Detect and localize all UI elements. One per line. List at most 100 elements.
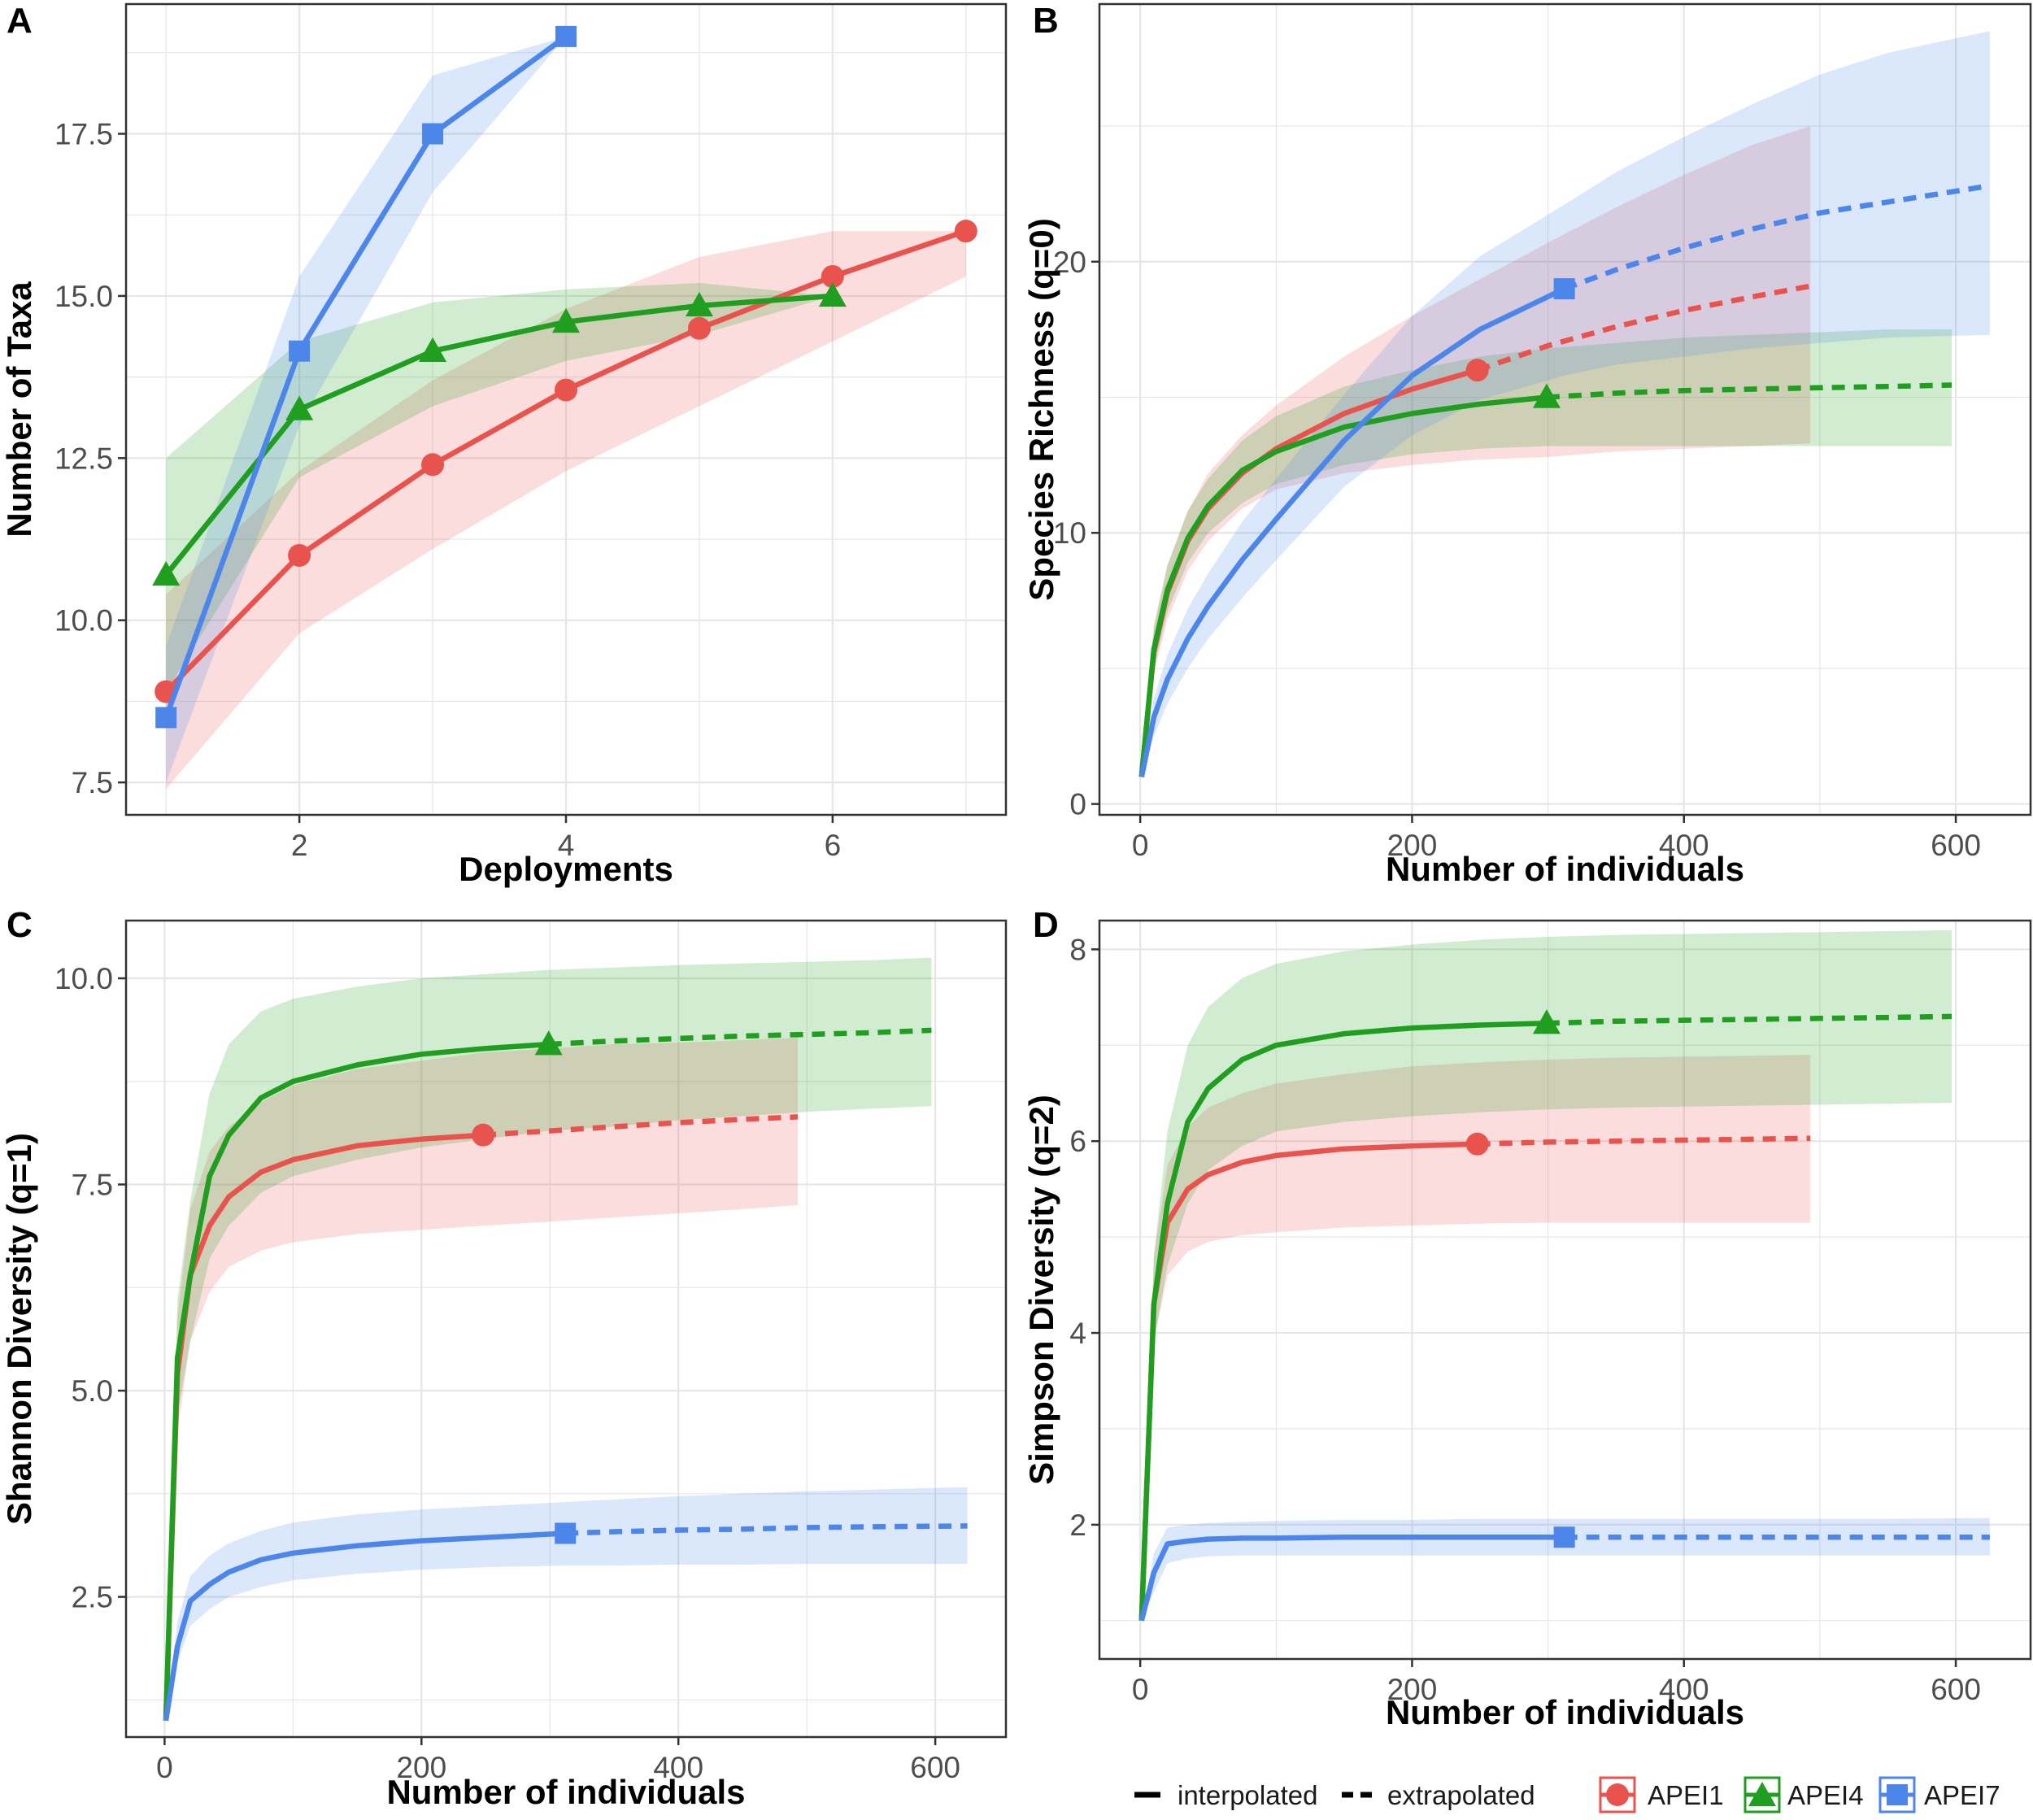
panel-a-apei4-line (163, 293, 834, 577)
panel-a-data (152, 25, 977, 790)
panel-d-data (1138, 930, 1990, 1622)
panel-a-apei4-point (685, 291, 713, 317)
panel-c-apei7-interpolated-line (163, 1530, 566, 1722)
panel-b-x-tick-label: 0 (1132, 829, 1149, 862)
panel-a-apei4-point (285, 395, 314, 420)
panel-b-apei7-confidence-band (1141, 31, 1990, 777)
panel-a-y-tick-label: 17.5 (54, 118, 113, 151)
panel-c-apei7-observed-point (555, 1522, 577, 1544)
panel-d-y-axis-title: Simpson Diversity (q=2) (1022, 1095, 1060, 1485)
panel-d-border (1098, 919, 2032, 1661)
panel-d-y-tick-label: 2 (1069, 1509, 1086, 1542)
panel-b-apei4-observed-point (1532, 383, 1561, 408)
legend-item-apei1: APEI1 (1599, 1776, 1724, 1813)
panel-d-apei4-confidence-band (1141, 930, 1952, 1621)
panel-d-apei4-observed-point (1532, 1009, 1561, 1034)
panel-a-x-tick-label: 6 (825, 829, 842, 862)
panel-b-apei4-extrapolated-line (1546, 382, 1952, 400)
panel-b-border (1098, 2, 2032, 816)
panel-c-apei1-confidence-band (166, 1038, 799, 1721)
panel-b-grid (1099, 4, 2031, 815)
panel-a-apei4-point (152, 560, 181, 586)
panel-b-apei7-observed-point (1553, 278, 1575, 300)
panel-b-y-tick-label: 10 (1053, 516, 1086, 550)
legend-apei7-label: APEI7 (1924, 1780, 2000, 1810)
panel-b: 0 200 400 600 0 10 20 Number of individuals Spec… (1022, 1, 2032, 888)
panel-a-apei1-point (687, 316, 711, 340)
panel-b-apei1-extrapolated-line (1476, 283, 1811, 373)
panel-c-background (126, 921, 1006, 1737)
panel-c-x-tick-label: 200 (396, 1751, 446, 1784)
panel-b-x-tick-label: 600 (1931, 829, 1981, 862)
legend-apei1-marker (1606, 1783, 1629, 1806)
panel-a-apei7-point (555, 25, 577, 47)
panel-a: 2 4 6 7.5 10.0 12.5 15.0 17.5 Deployments Number … (0, 1, 1008, 888)
panel-d-x-tick-label: 200 (1387, 1673, 1438, 1706)
legend-interpolated-label: interpolated (1178, 1780, 1317, 1810)
panel-b-data (1138, 31, 1991, 777)
panel-a-x-tick-label: 4 (558, 829, 575, 862)
legend-apei4-label: APEI4 (1787, 1780, 1864, 1810)
panel-a-apei7-point (289, 340, 311, 362)
panel-c-label: C (7, 905, 33, 945)
panel-b-apei7-interpolated-line (1138, 286, 1566, 777)
panel-c: 0 200 400 600 2.5 5.0 7.5 10.0 Number of individ… (0, 905, 1008, 1811)
panel-a-apei1-point (821, 264, 844, 288)
panel-a-apei1-point (954, 220, 977, 243)
panel-c-x-axis-title: Number of individuals (386, 1773, 745, 1811)
legend-apei7-marker (1887, 1784, 1908, 1805)
panel-a-x-tick-label: 2 (291, 829, 308, 862)
panel-c-y-tick-label: 5.0 (72, 1374, 113, 1408)
legend-apei4-marker (1748, 1782, 1776, 1806)
panel-d-y-tick-label: 6 (1069, 1125, 1086, 1158)
panel-c-y-tick-label: 10.0 (54, 962, 113, 995)
panel-c-apei7-extrapolated-line (565, 1523, 968, 1536)
panel-b-apei1-observed-point (1465, 359, 1489, 382)
panel-a-apei1-confidence-band (166, 231, 966, 790)
panel-d-label: D (1033, 905, 1059, 945)
panel-c-apei1-extrapolated-line (482, 1114, 799, 1138)
panel-a-axes: 2 4 6 7.5 10.0 12.5 15.0 17.5 (54, 118, 841, 862)
panel-d-x-tick-label: 0 (1132, 1673, 1149, 1706)
panel-c-apei4-observed-point (534, 1030, 563, 1056)
panel-c-y-axis-title: Shannon Diversity (q=1) (0, 1133, 38, 1525)
panel-a-label: A (7, 1, 33, 41)
panel-c-apei4-interpolated-line (163, 1041, 549, 1721)
panel-b-apei4-interpolated-line (1138, 394, 1548, 777)
panel-c-apei1-observed-point (472, 1123, 495, 1147)
panel-d-apei7-confidence-band (1141, 1517, 1990, 1621)
panel-c-y-tick-label: 7.5 (72, 1169, 113, 1202)
panel-d-apei7-observed-point (1553, 1526, 1575, 1548)
panel-c-x-tick-label: 600 (910, 1751, 960, 1784)
panel-a-apei4-point (419, 337, 447, 362)
panel-a-apei1-point (555, 378, 577, 402)
panel-d-x-tick-label: 400 (1659, 1673, 1709, 1706)
panel-d-axes: 0 200 400 600 2 4 6 8 (1069, 933, 1981, 1706)
panel-d-x-axis-title: Number of individuals (1386, 1693, 1744, 1731)
panel-a-apei7-point (155, 707, 177, 729)
panel-b-apei7-extrapolated-line (1563, 183, 1991, 292)
panel-b-y-tick-label: 0 (1069, 788, 1086, 821)
legend-extrapolated-label: extrapolated (1387, 1780, 1535, 1810)
legend-item-apei4: APEI4 (1744, 1776, 1864, 1813)
panel-a-apei7-line (163, 34, 568, 719)
panel-a-y-axis-title: Number of Taxa (0, 281, 38, 538)
panel-d: 0 200 400 600 2 4 6 8 Number of individuals Simps… (1022, 905, 2032, 1731)
panel-d-apei1-observed-point (1465, 1132, 1489, 1156)
panel-c-y-tick-label: 2.5 (72, 1581, 113, 1614)
panel-d-apei7-interpolated-line (1138, 1534, 1565, 1622)
panel-a-y-tick-label: 12.5 (54, 442, 113, 475)
panel-a-x-axis-title: Deployments (459, 850, 673, 888)
panel-b-x-tick-label: 400 (1659, 829, 1709, 862)
panel-b-y-axis-title: Species Richness (q=0) (1022, 218, 1060, 600)
panel-c-data (163, 957, 968, 1722)
panel-b-axes: 0 200 400 600 0 10 20 (1053, 246, 1981, 862)
panel-d-apei4-interpolated-line (1138, 1020, 1547, 1621)
panel-d-apei4-extrapolated-line (1546, 1013, 1952, 1026)
panel-a-apei7-point (422, 123, 444, 145)
panel-a-apei7-confidence-band (166, 36, 566, 783)
panel-d-y-tick-label: 4 (1069, 1317, 1086, 1350)
panel-a-apei4-confidence-band (166, 283, 833, 692)
